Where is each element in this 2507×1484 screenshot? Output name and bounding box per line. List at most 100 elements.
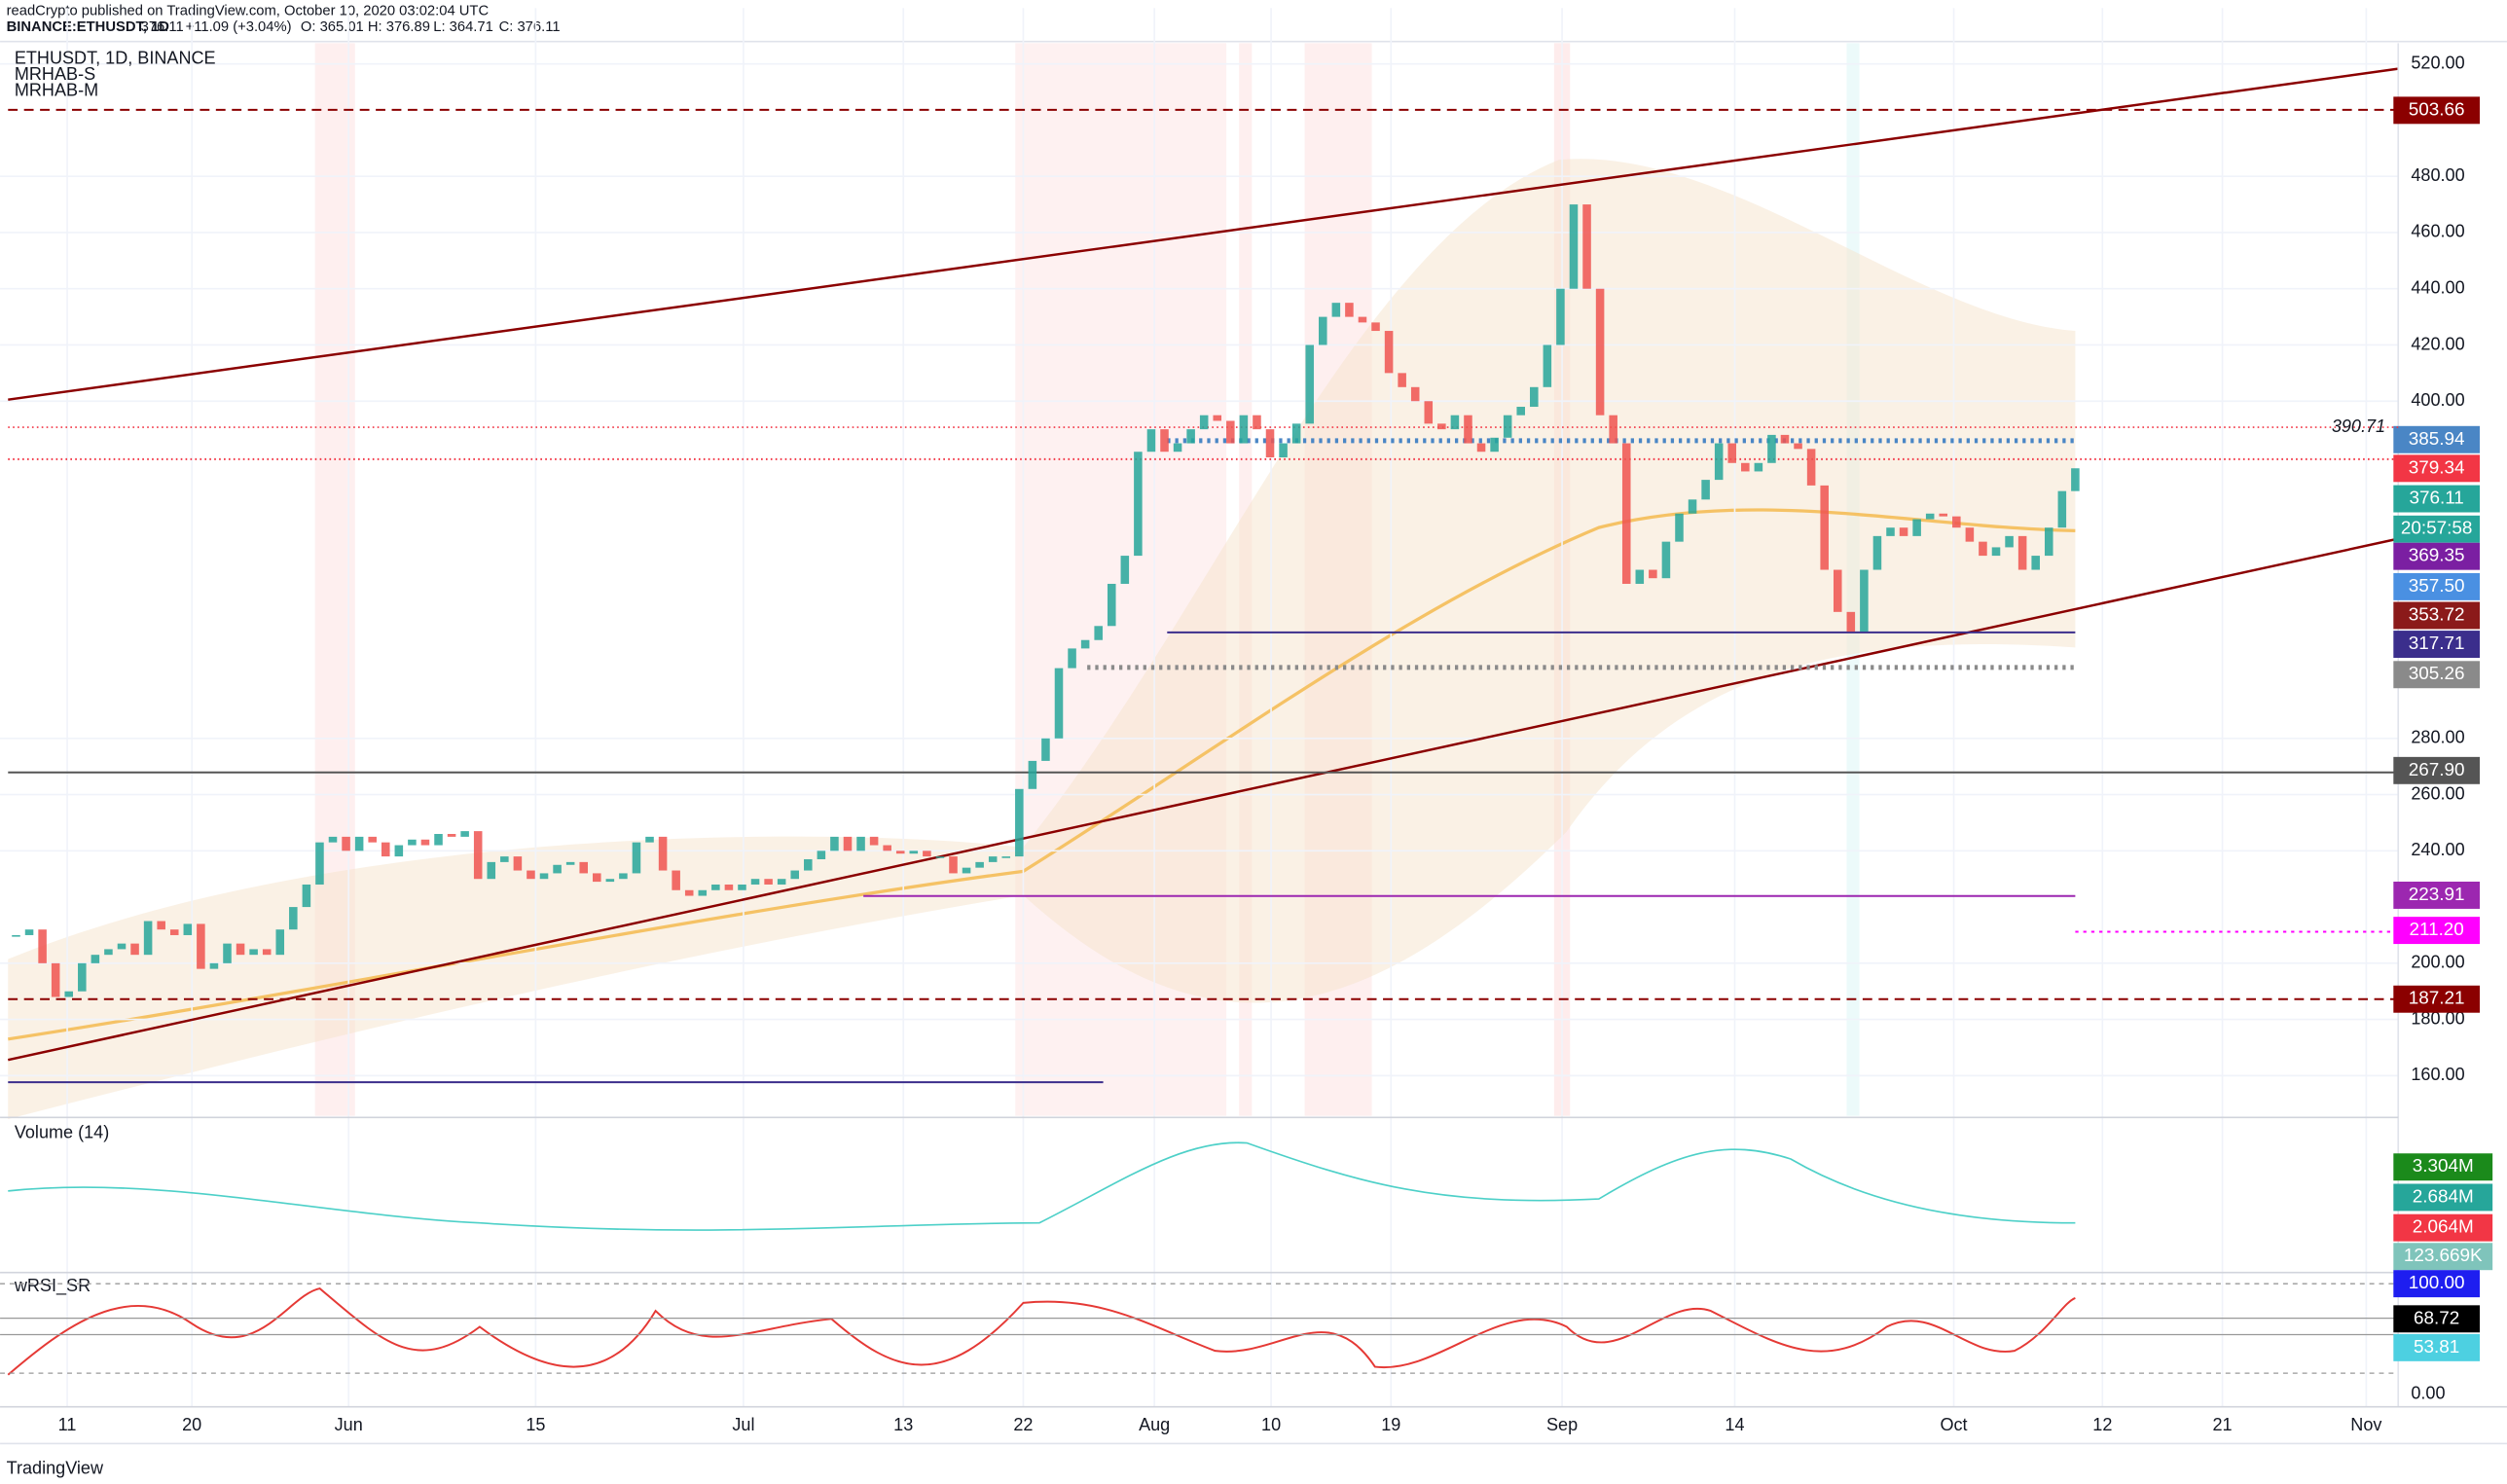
candle — [1516, 407, 1525, 416]
candle — [460, 831, 469, 837]
x-tick-label: Nov — [2350, 1415, 2381, 1434]
candle — [1001, 856, 1011, 858]
candle — [1199, 415, 1209, 430]
candle — [1186, 429, 1195, 444]
candle — [1661, 541, 1671, 579]
y-tick-label: 200.00 — [2411, 953, 2464, 972]
candle — [711, 884, 720, 890]
candle — [12, 934, 20, 937]
volume-tag — [2393, 1243, 2493, 1271]
x-tick-label: Jul — [732, 1415, 754, 1434]
candle — [1582, 204, 1591, 289]
candle — [1384, 331, 1394, 374]
price-tag — [2393, 572, 2481, 600]
candle — [1635, 569, 1645, 584]
candle — [1345, 303, 1354, 317]
last: 376.11 — [141, 19, 184, 35]
candle — [1530, 386, 1539, 408]
footer: TradingView — [7, 1458, 104, 1477]
candle — [579, 861, 588, 874]
candle — [368, 836, 377, 843]
candle — [143, 921, 153, 956]
candle — [962, 867, 971, 874]
candle — [447, 833, 456, 837]
candle — [51, 962, 60, 997]
candle — [1041, 738, 1050, 761]
candle — [1649, 569, 1657, 579]
price-tag-label: 317.71 — [2409, 633, 2465, 654]
price-tag-label: 211.20 — [2409, 920, 2463, 940]
candle — [1319, 316, 1327, 345]
candle — [1991, 547, 2001, 557]
candle — [777, 879, 786, 885]
candle — [315, 842, 324, 885]
price-tag — [2393, 661, 2481, 689]
candle — [1543, 344, 1552, 387]
y-tick-label: 280.00 — [2411, 728, 2464, 747]
candle — [949, 856, 958, 874]
candle — [1226, 420, 1235, 444]
trend-line — [8, 67, 2399, 401]
legend-item: MRHAB-S — [15, 64, 95, 84]
candle — [1780, 434, 1790, 444]
candle — [1331, 303, 1341, 317]
candle — [830, 836, 839, 851]
candle — [1490, 437, 1499, 452]
candle — [539, 873, 549, 880]
candle — [2057, 490, 2067, 528]
candle — [473, 831, 483, 880]
publisher: readCrypto published on TradingView.com,… — [7, 3, 490, 18]
price-tag-label: 503.66 — [2409, 99, 2465, 120]
volume-tag — [2393, 1153, 2493, 1181]
candle — [1886, 527, 1895, 536]
band — [8, 159, 2076, 1119]
candle — [605, 879, 615, 883]
candle — [1213, 415, 1222, 421]
candle — [169, 929, 179, 935]
volume-ma — [8, 1141, 2076, 1231]
candle — [1872, 535, 1882, 570]
price-tag-label: 20:57:58 — [2401, 519, 2472, 539]
candle — [500, 856, 509, 862]
y-tick-label: 180.00 — [2411, 1008, 2464, 1028]
candle — [1094, 626, 1103, 640]
candle — [553, 864, 562, 874]
candle — [1424, 401, 1434, 424]
price-tag-label: 385.94 — [2409, 429, 2465, 450]
candle — [895, 851, 905, 854]
candle — [565, 861, 575, 865]
candle — [1028, 760, 1037, 789]
annotation: 390.71 — [2332, 416, 2385, 436]
rsi-tag — [2393, 1333, 2481, 1361]
candle — [1833, 569, 1842, 612]
candle — [354, 836, 364, 851]
legend-item: MRHAB-M — [15, 80, 98, 99]
candle — [223, 943, 232, 963]
candle — [1160, 429, 1169, 452]
y-tick-label: 520.00 — [2411, 53, 2464, 72]
x-tick-label: 13 — [893, 1415, 913, 1434]
candle — [1754, 462, 1763, 472]
price-tag-label: 223.91 — [2409, 885, 2465, 905]
price-tag-label: 353.72 — [2409, 604, 2465, 625]
candle — [817, 851, 826, 859]
candle — [262, 949, 272, 956]
price-tag — [2393, 542, 2481, 570]
candle — [1120, 556, 1130, 584]
candle — [289, 907, 298, 930]
x-tick-label: 14 — [1725, 1415, 1744, 1434]
price-tag — [2393, 756, 2481, 784]
trend-line — [8, 537, 2399, 1062]
candle — [724, 884, 734, 890]
close: C: 376.11 — [499, 19, 561, 35]
candle — [1146, 429, 1156, 452]
rsi-tag-label: 100.00 — [2409, 1273, 2465, 1293]
price-tag-label: 376.11 — [2409, 489, 2463, 509]
candle — [342, 836, 350, 851]
candle — [1279, 443, 1288, 458]
candle — [1503, 415, 1512, 438]
candle — [1173, 443, 1182, 452]
candle — [2005, 535, 2014, 548]
price-tag-label: 305.26 — [2409, 664, 2465, 684]
candle — [988, 856, 998, 862]
